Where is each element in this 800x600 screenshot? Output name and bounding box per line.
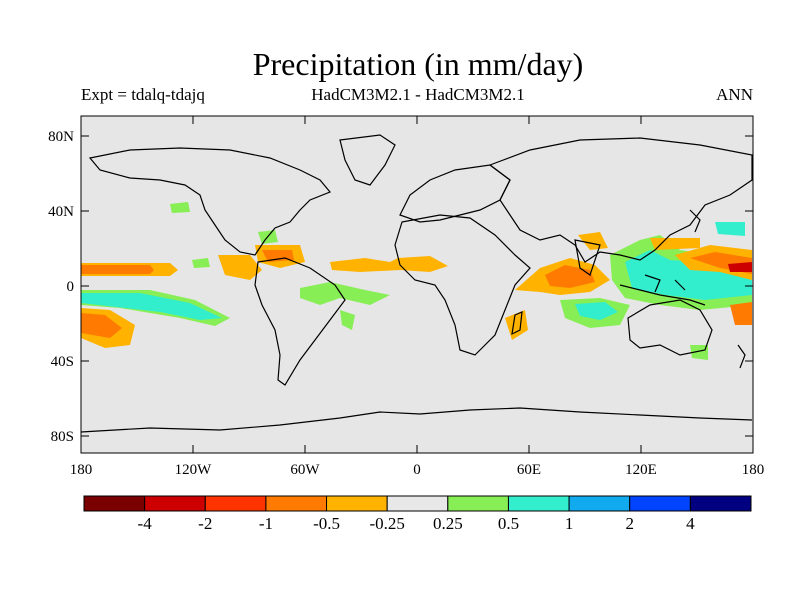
legend-swatch — [204, 495, 267, 512]
legend-tick-label: 1 — [565, 514, 574, 533]
coast-south-america — [254, 257, 346, 386]
map-axes: 80N 40N 0 40S 80S 180 120W 60W 0 60E 120E 180 — [48, 116, 764, 478]
legend-tick-label: -1 — [259, 514, 273, 533]
experiment-label: Expt = tdalq-tdajq — [81, 85, 205, 104]
anomaly-south-pacific-dry-core — [81, 313, 122, 338]
legend-tick-label: -0.25 — [369, 514, 404, 533]
coast-asia — [488, 137, 753, 263]
color-legend: -4 -2 -1 -0.5 -0.25 0.25 0.5 1 2 4 — [83, 495, 752, 533]
anomaly-nw-pacific — [715, 222, 745, 236]
legend-swatch — [447, 495, 509, 512]
legend-tick-label: 2 — [625, 514, 634, 533]
legend-swatch — [568, 495, 631, 512]
lat-label: 40S — [51, 354, 74, 370]
coastlines — [81, 134, 753, 433]
anomaly-madagascar — [505, 310, 528, 340]
lat-label: 40N — [48, 204, 74, 220]
legend-swatch — [629, 495, 691, 512]
anomaly-sw-pacific — [730, 302, 752, 325]
legend-swatch — [144, 495, 206, 512]
legend-swatch — [386, 495, 449, 512]
legend-tick-label: -4 — [138, 514, 153, 533]
anomaly-indian-ocean-dry-core — [545, 265, 595, 288]
anomaly-pacific-south-band-core — [81, 293, 222, 320]
anomaly-west-pacific-north-core — [81, 265, 154, 274]
legend-swatch — [326, 495, 388, 512]
anomaly-brazil — [340, 310, 355, 330]
plot-title: Precipitation (in mm/day) — [252, 46, 584, 82]
lon-label: 180 — [742, 462, 765, 478]
anomaly-pacific-mid — [192, 258, 210, 268]
coast-greenland — [339, 134, 396, 186]
coast-north-america — [88, 147, 331, 256]
lat-label: 0 — [67, 279, 75, 295]
legend-swatch — [689, 495, 752, 512]
anomaly-australia-south — [690, 345, 708, 360]
anomaly-india — [578, 232, 608, 250]
coast-new-zealand — [737, 344, 746, 369]
lon-label: 180 — [70, 462, 93, 478]
lat-label: 80S — [51, 429, 74, 445]
lat-label: 80N — [48, 129, 74, 145]
precip-anomaly-layer — [81, 202, 752, 360]
anomaly-north-atlantic — [170, 202, 190, 213]
coast-india — [574, 239, 601, 276]
lon-label: 120W — [175, 462, 213, 478]
legend-tick-label: -0.5 — [313, 514, 340, 533]
legend-swatch — [265, 495, 328, 512]
anomaly-east-pacific — [218, 255, 262, 280]
anomaly-south-atlantic — [300, 282, 390, 305]
coast-japan — [689, 209, 701, 233]
anomaly-atlantic-itcz — [330, 256, 448, 272]
legend-swatch — [83, 495, 146, 512]
legend-tick-label: 0.5 — [498, 514, 519, 533]
anomaly-indian-ocean-wet-core — [575, 302, 618, 320]
legend-tick-label: 0.25 — [433, 514, 463, 533]
model-label: HadCM3M2.1 - HadCM3M2.1 — [311, 85, 525, 104]
legend-swatch — [507, 495, 570, 512]
lon-label: 120E — [625, 462, 657, 478]
lon-label: 60E — [517, 462, 541, 478]
coast-australia — [627, 299, 713, 356]
lon-label: 0 — [413, 462, 421, 478]
anomaly-west-pacific-strong — [728, 262, 752, 272]
lon-label: 60W — [290, 462, 320, 478]
coast-africa — [394, 214, 531, 356]
legend-tick-label: -2 — [198, 514, 212, 533]
coast-antarctica — [81, 407, 753, 433]
season-label: ANN — [716, 85, 753, 104]
anomaly-east-asia — [650, 238, 700, 250]
legend-tick-label: 4 — [686, 514, 695, 533]
coast-indonesia — [619, 274, 706, 306]
coast-madagascar — [511, 311, 523, 336]
